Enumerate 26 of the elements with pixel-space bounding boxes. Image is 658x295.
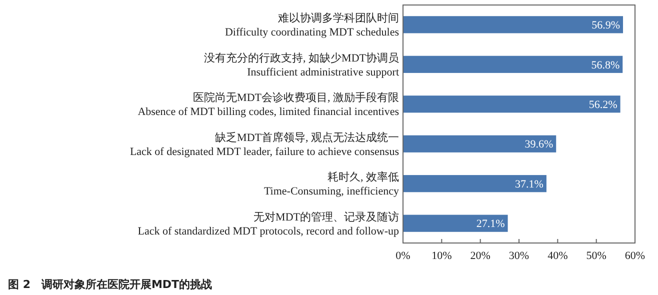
bar — [403, 96, 620, 113]
x-tick-label: 60% — [624, 250, 646, 262]
data-label: 27.1% — [476, 218, 505, 230]
data-label: 56.8% — [591, 59, 620, 72]
bar — [403, 175, 546, 192]
data-label: 56.9% — [592, 20, 620, 32]
y-tick-label: 医院尚无MDT会诊收费项目, 激励手段有限 Absence of MDT billing codes, limited financial incentives — [138, 91, 399, 118]
data-label: 56.2% — [588, 98, 618, 111]
y-tick-label: 难以协调多学科团队时间 Difficulty coordinating MDT schedules — [224, 12, 399, 39]
data-label: 37.1% — [515, 178, 544, 190]
y-tick-label: 耗时久, 效率低 Time-Consuming, inefficiency — [264, 170, 400, 198]
bar — [403, 56, 623, 73]
x-tick-label: 30% — [508, 250, 530, 262]
bar — [403, 135, 556, 152]
bar — [403, 16, 624, 34]
x-tick-label: 10% — [432, 250, 452, 262]
y-tick-label: 缺乏MDT首席领导, 观点无法达成统一 Lack of designated MDT leader, failure to achieve consensus — [130, 130, 399, 158]
x-tick-label: 50% — [586, 250, 606, 262]
data-label: 39.6% — [524, 138, 554, 151]
x-tick-label: 40% — [548, 250, 568, 262]
y-tick-label: 无对MDT的管理、记录及随访 Lack of standardized MDT protocols, record and follow-up — [138, 210, 400, 238]
x-tick-label: 0% — [396, 250, 410, 262]
text: 图 2 调研对象所在医院开展MDT的挑战 — [8, 278, 212, 291]
bar — [403, 214, 508, 232]
y-tick-label: 没有充分的行政支持, 如缺少MDT协调员 Insufficient administrative support — [204, 51, 399, 78]
x-tick-label: 20% — [470, 250, 490, 262]
